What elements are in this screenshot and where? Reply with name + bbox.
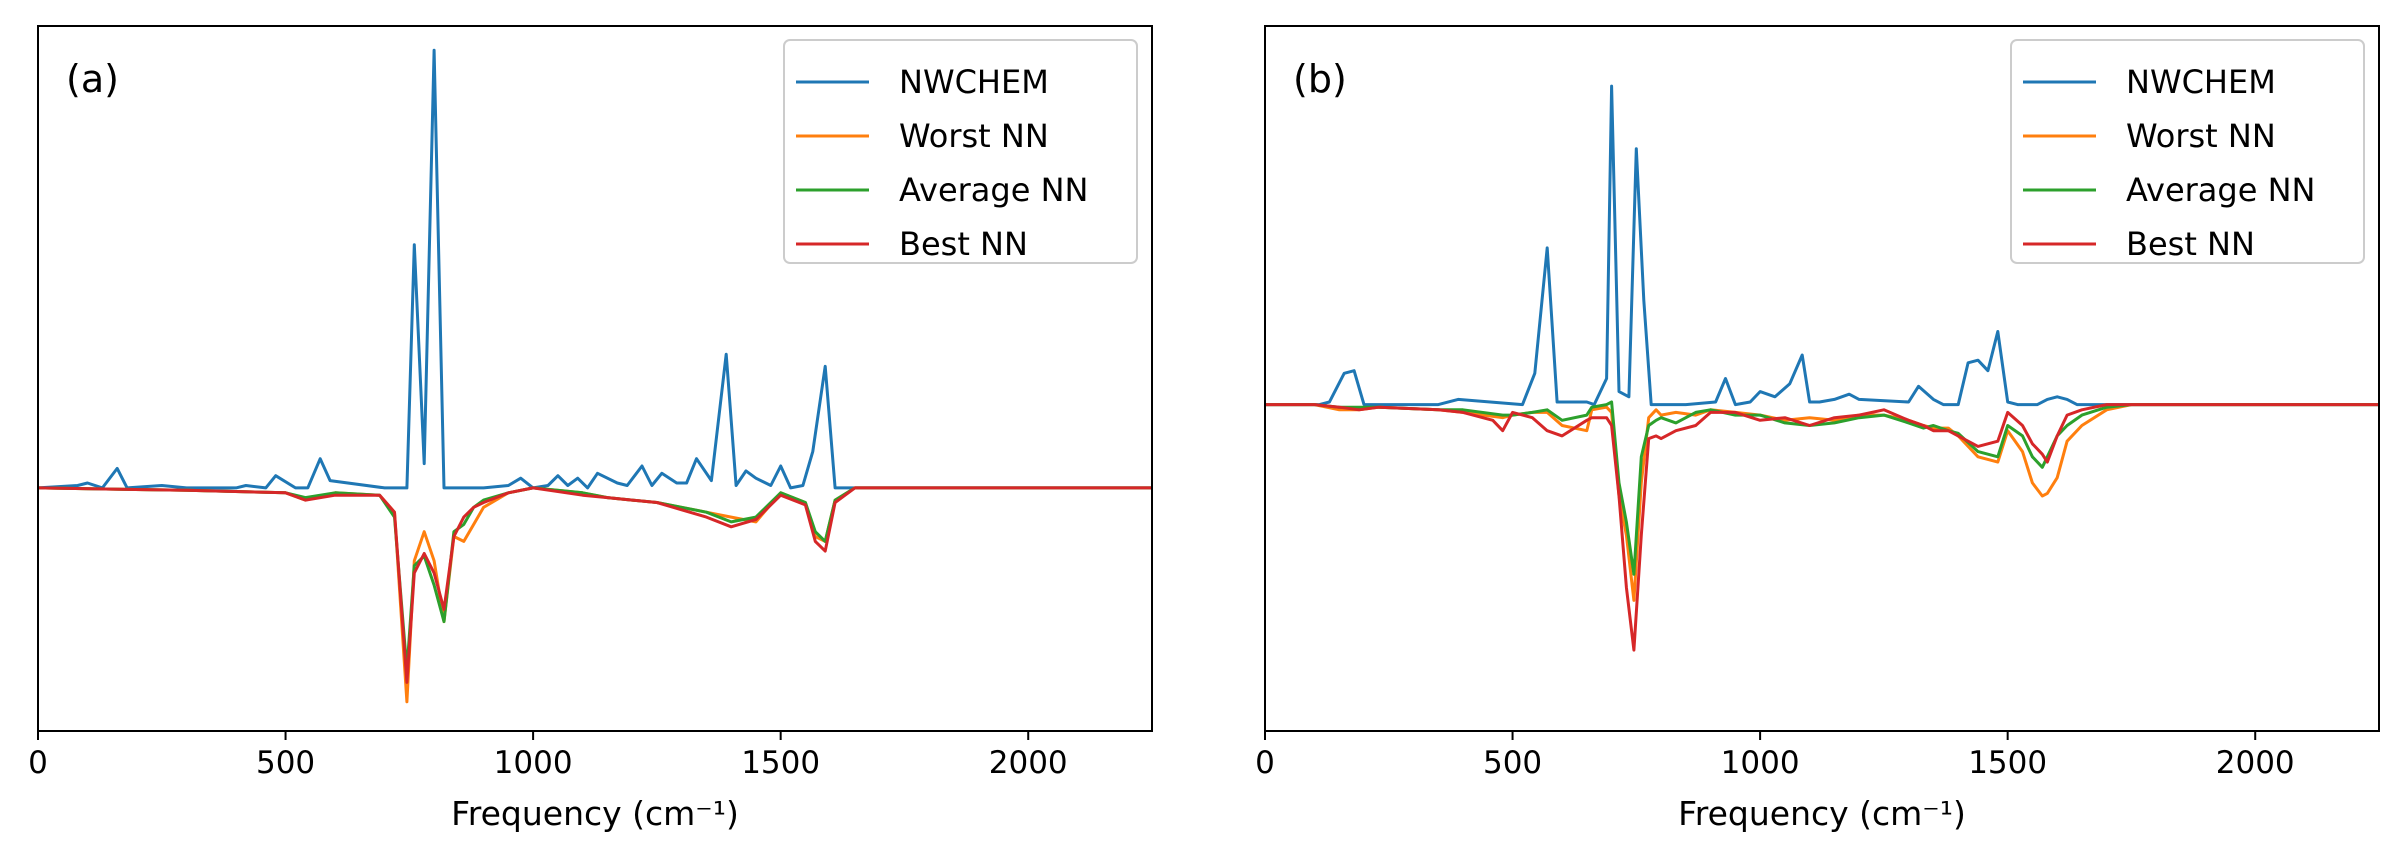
panel-b-legend-label: Best NN	[2126, 225, 2255, 263]
panel-b-series-layer	[1265, 84, 2379, 652]
panel-a-legend-label: Worst NN	[899, 117, 1049, 155]
panel-b-x-axis-label: Frequency (cm⁻¹)	[1678, 794, 1966, 833]
panel-a-legend-label: NWCHEM	[899, 63, 1049, 101]
panel-a-series-nwchem	[38, 48, 1152, 490]
panel-a-series-layer	[38, 48, 1152, 704]
panel-a-x-axis-label: Frequency (cm⁻¹)	[451, 794, 739, 833]
panel-a: 0 500 1000 1500 2000 (a) Frequency (cm⁻¹) NW…	[28, 25, 1153, 833]
panel-a-legend-label: Average NN	[899, 171, 1088, 209]
panel-b-x-tick-label: 1500	[1968, 745, 2047, 781]
panel-b-legend-box	[2010, 39, 2365, 264]
panel-b-x-tick-label: 1000	[1721, 745, 1800, 781]
panel-a-x-ticks: 0 500 1000 1500 2000	[28, 731, 1068, 781]
panel-b-label: (b)	[1293, 57, 1347, 101]
panel-b-legend-label: Average NN	[2126, 171, 2315, 209]
panel-b-x-tick-label: 500	[1483, 745, 1542, 781]
panel-a-legend-box	[783, 39, 1138, 264]
panel-a-x-tick-label: 1500	[741, 745, 820, 781]
panel-b-series-nwchem	[1265, 84, 2379, 407]
panel-b-series-best-nn	[1265, 403, 2379, 652]
panel-a-label: (a)	[66, 57, 119, 101]
panel-b-legend-label: NWCHEM	[2126, 63, 2276, 101]
panel-a-frame	[37, 25, 1153, 732]
panel-b-x-tick-label: 0	[1255, 745, 1275, 781]
panel-a-x-tick-label: 1000	[494, 745, 573, 781]
panel-b-x-ticks: 0 500 1000 1500 2000	[1255, 731, 2295, 781]
panel-b: 0 500 1000 1500 2000 (b) Frequency (cm⁻¹) NW…	[1255, 25, 2380, 833]
panel-a-x-tick-label: 500	[256, 745, 315, 781]
panel-b-frame	[1264, 25, 2380, 732]
panel-a-legend-label: Best NN	[899, 225, 1028, 263]
panel-b-x-tick-label: 2000	[2216, 745, 2295, 781]
panel-a-legend: NWCHEM Worst NN Average NN Best NN	[783, 39, 1138, 264]
panel-a-x-tick-label: 0	[28, 745, 48, 781]
panel-b-legend-label: Worst NN	[2126, 117, 2276, 155]
panel-a-x-tick-label: 2000	[989, 745, 1068, 781]
panel-b-legend: NWCHEM Worst NN Average NN Best NN	[2010, 39, 2365, 264]
panel-a-series-best-nn	[38, 486, 1152, 684]
